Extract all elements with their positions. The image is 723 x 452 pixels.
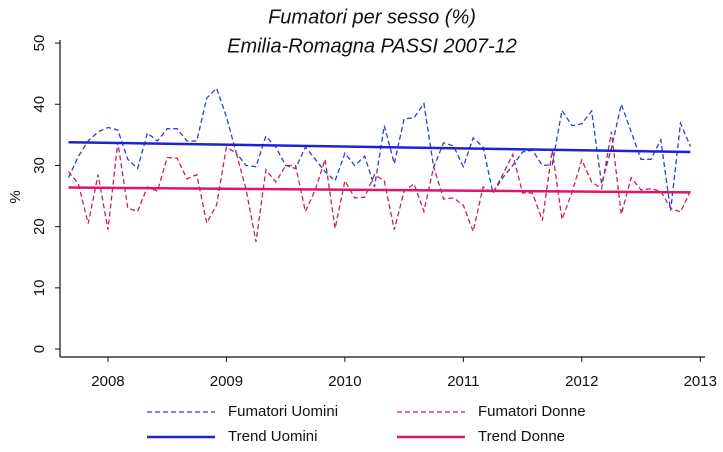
x-tick-label: 2012: [565, 373, 598, 390]
chart-subtitle: Emilia-Romagna PASSI 2007-12: [227, 35, 517, 57]
x-tick-label: 2010: [328, 373, 361, 390]
series-line: [68, 186, 691, 194]
y-tick-label: 20: [31, 218, 48, 235]
x-tick-label: 2009: [210, 373, 243, 390]
legend-label: Trend Donne: [478, 428, 565, 445]
legend-label: Trend Uomini: [228, 428, 317, 445]
x-tick-label: 2013: [684, 373, 717, 390]
y-tick-label: 30: [31, 157, 48, 174]
chart-title: Fumatori per sesso (%): [268, 6, 476, 28]
x-tick-label: 2011: [447, 373, 479, 390]
series-line: [67, 87, 691, 211]
legend-label: Fumatori Donne: [478, 403, 586, 420]
y-tick-label: 0: [31, 345, 48, 353]
x-tick-label: 2008: [91, 373, 124, 390]
y-tick-label: 50: [31, 35, 48, 52]
series-line: [68, 140, 691, 154]
series-line: [67, 131, 691, 243]
y-tick-label: 40: [31, 96, 48, 113]
legend-label: Fumatori Uomini: [228, 403, 338, 420]
y-axis-label: %: [7, 190, 24, 203]
y-tick-label: 10: [31, 280, 48, 297]
